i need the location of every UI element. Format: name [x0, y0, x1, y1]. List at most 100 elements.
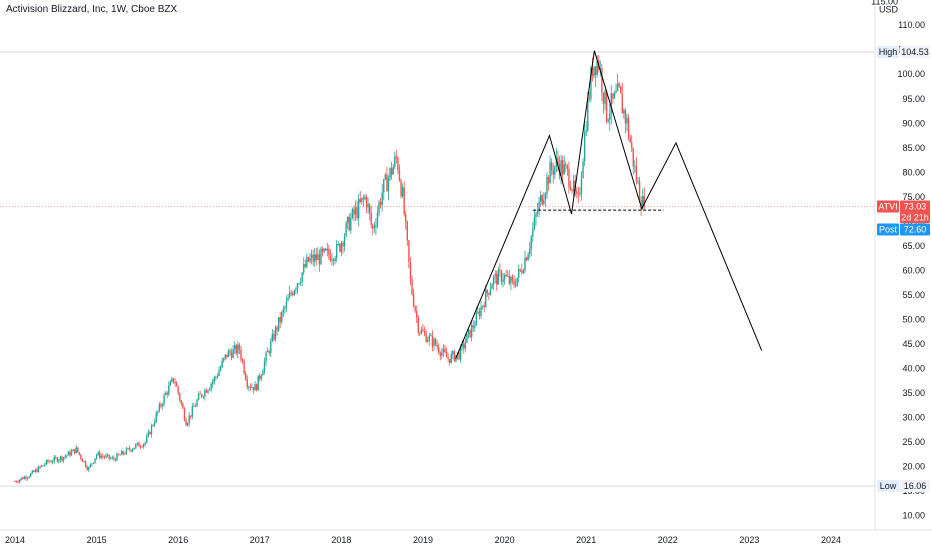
- candle-body: [417, 317, 419, 333]
- candle-body: [500, 271, 503, 282]
- candle-body: [379, 202, 382, 205]
- candle-body: [287, 297, 289, 301]
- candle-body: [403, 187, 405, 215]
- candle-body: [466, 334, 468, 343]
- candle-body: [560, 159, 562, 176]
- candle-body: [390, 168, 393, 175]
- candle-body: [169, 381, 172, 386]
- candle-body: [381, 192, 383, 205]
- candle-body: [196, 399, 198, 406]
- candle-body: [105, 455, 107, 458]
- candle-body: [568, 168, 570, 187]
- candle-body: [431, 335, 434, 347]
- candle-body: [536, 211, 539, 214]
- candle-body: [257, 375, 259, 391]
- candle-body: [34, 469, 37, 472]
- candle-body: [527, 254, 529, 261]
- candle-body: [470, 325, 473, 338]
- candle-body: [116, 453, 118, 461]
- candle-body: [624, 109, 627, 124]
- candle-body: [448, 358, 451, 363]
- candle-body: [241, 359, 244, 362]
- candle-body: [307, 257, 310, 262]
- price-tick-label: 25.00: [902, 437, 925, 447]
- candle-body: [75, 447, 77, 454]
- candle-body: [122, 451, 124, 454]
- candle-body: [89, 464, 92, 468]
- candle-body: [576, 191, 578, 194]
- candle-body: [394, 156, 396, 167]
- price-tick-label: 60.00: [902, 265, 925, 275]
- candle-body: [359, 199, 361, 202]
- candle-body: [91, 463, 93, 465]
- candle-body: [408, 240, 410, 262]
- symbol-badge-bg: [877, 200, 899, 213]
- candle-body: [557, 157, 559, 164]
- candle-body: [212, 381, 214, 384]
- time-tick-label: 2023: [739, 535, 759, 545]
- candle-body: [62, 457, 65, 461]
- candle-body: [590, 68, 592, 99]
- low-value-badge-bg: [900, 480, 930, 492]
- candle-body: [183, 408, 186, 420]
- candle-body: [299, 281, 302, 284]
- candle-body: [235, 345, 237, 354]
- candle-body: [185, 419, 187, 426]
- candle-body: [110, 458, 112, 460]
- candle-body: [464, 342, 467, 349]
- price-tick-label: 40.00: [902, 364, 925, 374]
- candle-body: [229, 350, 231, 353]
- candle-body: [629, 137, 631, 143]
- candle-body: [398, 170, 401, 181]
- candle-body: [483, 305, 485, 308]
- candle-body: [227, 350, 230, 358]
- candlestick-series: [14, 54, 645, 484]
- candle-body: [599, 68, 602, 69]
- candle-body: [563, 164, 565, 175]
- candle-body: [351, 208, 354, 218]
- candle-body: [480, 306, 482, 317]
- candle-body: [323, 248, 325, 252]
- candle-body: [293, 290, 296, 295]
- candle-body: [215, 376, 217, 378]
- candle-body: [50, 461, 52, 463]
- candle-body: [561, 159, 564, 175]
- candle-body: [345, 222, 347, 237]
- candle-body: [117, 453, 120, 455]
- candle-body: [88, 467, 90, 470]
- price-tick-label: 45.00: [902, 339, 925, 349]
- candle-body: [516, 277, 518, 286]
- candle-body: [301, 272, 303, 282]
- candle-body: [376, 212, 379, 225]
- candle-body: [320, 248, 322, 265]
- candle-body: [61, 456, 63, 461]
- candle-body: [513, 280, 515, 286]
- candle-body: [529, 248, 531, 255]
- time-tick-label: 2017: [250, 535, 270, 545]
- candle-body: [387, 177, 390, 192]
- candle-body: [248, 386, 250, 388]
- candle-body: [572, 180, 575, 192]
- candle-body: [401, 187, 404, 197]
- candle-body: [15, 481, 18, 483]
- candle-body: [69, 451, 71, 456]
- candle-body: [475, 312, 478, 326]
- candle-body: [152, 425, 154, 426]
- candle-body: [243, 361, 245, 374]
- candle-body: [406, 221, 409, 241]
- candle-body: [179, 393, 181, 401]
- candle-body: [569, 186, 572, 190]
- candle-body: [44, 464, 46, 466]
- countdown-badge-text: 2d 21h: [901, 213, 929, 223]
- candle-body: [591, 68, 594, 77]
- post-price-badge-bg: [900, 223, 930, 236]
- candle-body: [263, 361, 266, 372]
- candle-body: [279, 317, 281, 323]
- candle-body: [409, 261, 412, 279]
- candle-body: [339, 243, 341, 252]
- candle-body: [218, 370, 220, 376]
- candle-body: [67, 451, 70, 456]
- candle-body: [318, 254, 321, 265]
- candle-body: [354, 207, 357, 215]
